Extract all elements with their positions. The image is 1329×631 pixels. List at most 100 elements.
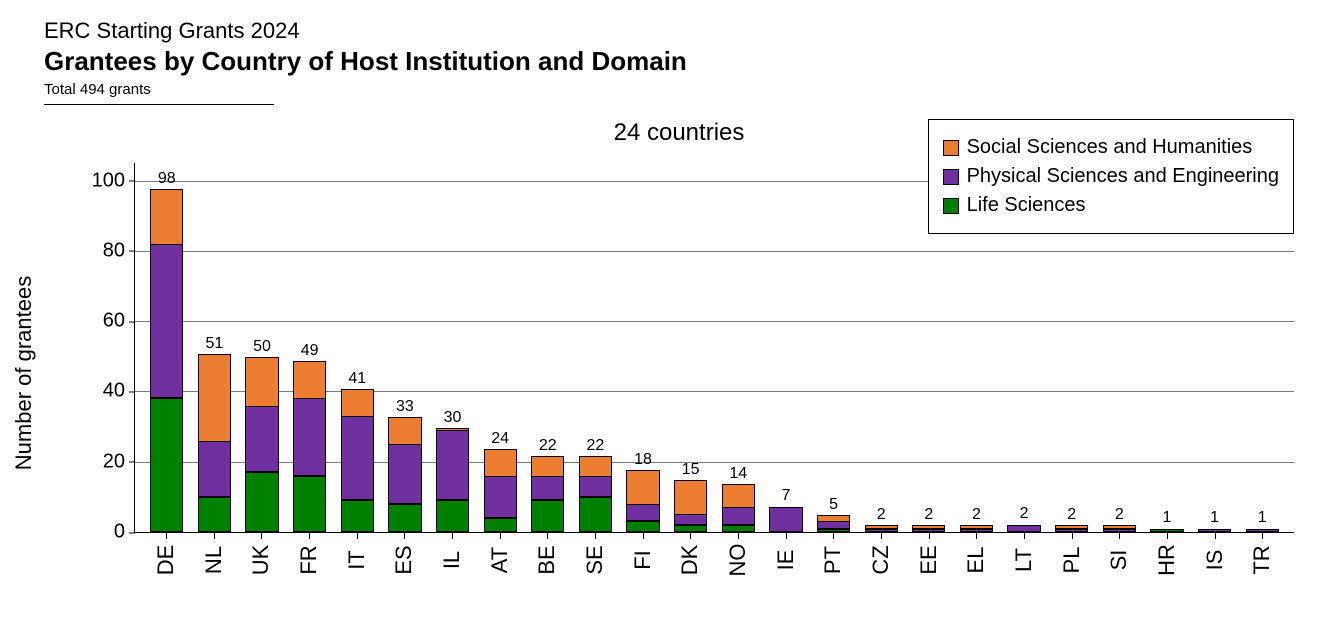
bar-segment-phys [817,521,850,528]
bar-total-label: 5 [829,496,838,514]
x-tick-label: HR [1154,544,1180,576]
legend-item-soc: Social Sciences and Humanities [943,136,1279,159]
y-tick-label: 0 [81,521,125,544]
bar-stack: 1 [1198,529,1231,533]
x-tick: PT [809,539,857,623]
x-tick: NL [190,539,238,623]
x-tick-label: NO [725,544,751,577]
bar-total-label: 14 [729,465,747,483]
subnote: Total 494 grants [44,81,1309,98]
bar-total-label: 51 [206,335,224,353]
x-tick-label: UK [248,545,274,576]
legend: Social Sciences and Humanities Physical S… [928,119,1294,234]
bar-segment-phys [436,430,469,500]
bar-segment-soc [674,480,707,515]
legend-item-life: Life Sciences [943,194,1279,217]
page: ERC Starting Grants 2024 Grantees by Cou… [0,0,1329,631]
bar-segment-soc [531,456,564,477]
bar-total-label: 2 [1020,505,1029,523]
x-tick-label: CZ [868,545,894,574]
bar-total-label: 98 [158,170,176,188]
x-tick: BE [523,539,571,623]
bar-segment-life [626,521,659,532]
bar-segment-phys [1246,529,1279,533]
bar-segment-phys [769,507,802,532]
bar-stack: 24 [484,450,517,532]
bar-total-label: 7 [781,487,790,505]
x-tick: EE [905,539,953,623]
bar-segment-life [722,525,755,532]
bar-segment-life [293,476,326,532]
bar-total-label: 2 [877,506,886,524]
x-tick-label: IL [439,551,465,569]
x-tick: DE [142,539,190,623]
bar-total-label: 50 [253,338,271,356]
x-tick-label: FR [296,545,322,574]
bar-segment-phys [198,441,231,497]
x-tick-label: FI [630,550,656,570]
suptitle: ERC Starting Grants 2024 [44,18,1309,44]
bar-SE: 22 [572,163,620,532]
x-tick: IT [333,539,381,623]
x-tick-label: IS [1202,550,1228,571]
legend-swatch [943,169,959,185]
x-tick: IS [1191,539,1239,623]
bar-segment-soc [341,389,374,417]
bar-segment-life [579,497,612,532]
bar-total-label: 2 [924,506,933,524]
bar-total-label: 41 [348,370,366,388]
bar-IT: 41 [334,163,382,532]
y-tick-label: 20 [81,450,125,473]
bar-stack: 22 [579,457,612,532]
x-tick: IE [762,539,810,623]
bar-stack: 2 [1055,526,1088,532]
bar-segment-life [150,398,183,532]
bar-stack: 1 [1246,529,1279,533]
bar-segment-soc [198,354,231,442]
bar-IL: 30 [429,163,477,532]
bar-stack: 22 [531,457,564,532]
bar-segment-phys [674,514,707,525]
bar-total-label: 18 [634,451,652,469]
x-tick-label: LT [1011,548,1037,572]
bar-segment-life [531,500,564,532]
bar-total-label: 33 [396,398,414,416]
x-tick: NO [714,539,762,623]
legend-label: Social Sciences and Humanities [967,136,1253,159]
bar-segment-life [484,518,517,532]
y-tick-label: 100 [81,169,125,192]
x-tick-label: EE [916,545,942,574]
bar-stack: 14 [722,485,755,532]
bar-total-label: 2 [1067,506,1076,524]
bar-IE: 7 [762,163,810,532]
x-tick-label: DK [677,545,703,576]
bar-total-label: 22 [587,437,605,455]
bar-stack: 1 [1150,529,1183,533]
legend-swatch [943,140,959,156]
x-tick-label: SI [1106,550,1132,571]
bar-segment-soc [579,456,612,477]
bar-stack: 15 [674,481,707,532]
bar-segment-soc [388,417,421,445]
x-tick: IL [428,539,476,623]
bar-stack: 18 [626,471,659,532]
x-tick-label: IE [773,550,799,571]
legend-label: Physical Sciences and Engineering [967,165,1279,188]
bar-segment-phys [1103,529,1136,533]
bar-segment-soc [293,361,326,400]
bar-total-label: 30 [444,409,462,427]
bar-segment-life [198,497,231,532]
bar-total-label: 1 [1162,509,1171,527]
bar-stack: 2 [1103,526,1136,532]
y-tick-label: 80 [81,239,125,262]
x-tick-label: AT [487,547,513,573]
bar-stack: 50 [245,358,278,532]
bar-stack: 2 [865,526,898,532]
bar-ES: 33 [381,163,429,532]
bar-segment-life [388,504,421,532]
bar-stack: 33 [388,418,421,532]
bar-total-label: 22 [539,437,557,455]
x-tick-label: DE [153,545,179,576]
x-tick: DK [666,539,714,623]
x-tick-label: IT [344,550,370,570]
